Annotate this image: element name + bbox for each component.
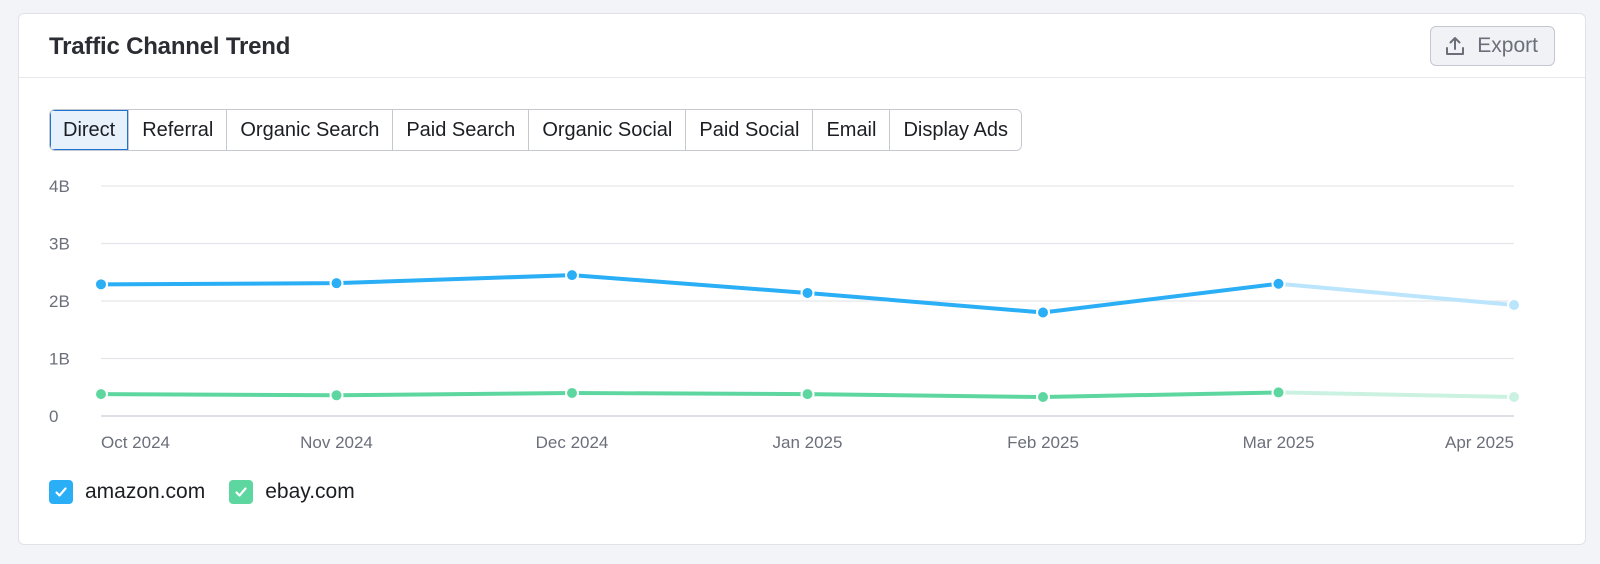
data-point-amazon-com (800, 285, 815, 300)
y-tick-label: 1B (49, 350, 70, 369)
data-point-amazon-com (1271, 276, 1286, 291)
legend-item-ebay[interactable]: ebay.com (229, 480, 355, 504)
data-point-ebay-com (94, 387, 108, 402)
traffic-channel-trend-card: Traffic Channel Trend Export Direct Refe… (18, 13, 1586, 545)
legend-label-ebay: ebay.com (265, 480, 355, 503)
series-line-projected-ebay-com (1276, 390, 1516, 400)
data-point-ebay-com (1507, 390, 1521, 405)
tab-organic-search[interactable]: Organic Search (226, 110, 393, 150)
x-tick-label: Oct 2024 (101, 433, 170, 452)
series-line-projected-amazon-com (1276, 281, 1516, 308)
checkbox-checked-icon[interactable] (49, 480, 73, 504)
tab-organic-social[interactable]: Organic Social (528, 110, 686, 150)
tab-email[interactable]: Email (812, 110, 890, 150)
x-tick-label: Feb 2025 (1007, 433, 1079, 452)
series-line-ebay-com (99, 390, 1281, 400)
tab-paid-search[interactable]: Paid Search (392, 110, 529, 150)
chart-legend: amazon.com ebay.com (49, 480, 355, 504)
x-tick-label: Jan 2025 (773, 433, 843, 452)
data-point-amazon-com (1036, 305, 1050, 320)
x-tick-label: Mar 2025 (1243, 433, 1315, 452)
data-point-amazon-com (329, 276, 344, 291)
x-tick-label: Dec 2024 (536, 433, 609, 452)
data-point-ebay-com (800, 387, 815, 402)
channel-tabs: Direct Referral Organic Search Paid Sear… (49, 109, 1022, 151)
y-tick-label: 0 (49, 407, 58, 426)
tab-paid-social[interactable]: Paid Social (685, 110, 813, 150)
data-point-ebay-com (329, 388, 344, 403)
x-tick-label: Nov 2024 (300, 433, 373, 452)
x-tick-label: Apr 2025 (1445, 433, 1514, 452)
tab-direct[interactable]: Direct (50, 110, 129, 150)
data-point-amazon-com (1507, 298, 1521, 313)
y-tick-label: 3B (49, 235, 70, 254)
checkbox-checked-icon[interactable] (229, 480, 254, 504)
export-button[interactable]: Export (1430, 26, 1555, 66)
data-point-ebay-com (565, 386, 579, 400)
export-icon (1443, 34, 1467, 58)
tab-referral[interactable]: Referral (128, 110, 227, 150)
data-point-amazon-com (94, 277, 108, 292)
data-point-ebay-com (1036, 390, 1050, 405)
traffic-line-chart: 0 1B 2B 3B 4B Oct 2024 Nov 2024 Dec 2024 Jan 202… (49, 177, 1521, 452)
data-point-ebay-com (1271, 385, 1286, 400)
data-point-amazon-com (565, 268, 579, 283)
series-line-amazon-com (99, 273, 1281, 315)
y-tick-label: 4B (49, 177, 70, 196)
tab-display-ads[interactable]: Display Ads (889, 110, 1021, 150)
legend-item-amazon[interactable]: amazon.com (49, 480, 205, 504)
card-header: Traffic Channel Trend Export (19, 14, 1585, 78)
legend-label-amazon: amazon.com (85, 480, 206, 503)
export-label: Export (1477, 34, 1538, 57)
card-title: Traffic Channel Trend (49, 33, 291, 60)
y-tick-label: 2B (49, 292, 70, 311)
